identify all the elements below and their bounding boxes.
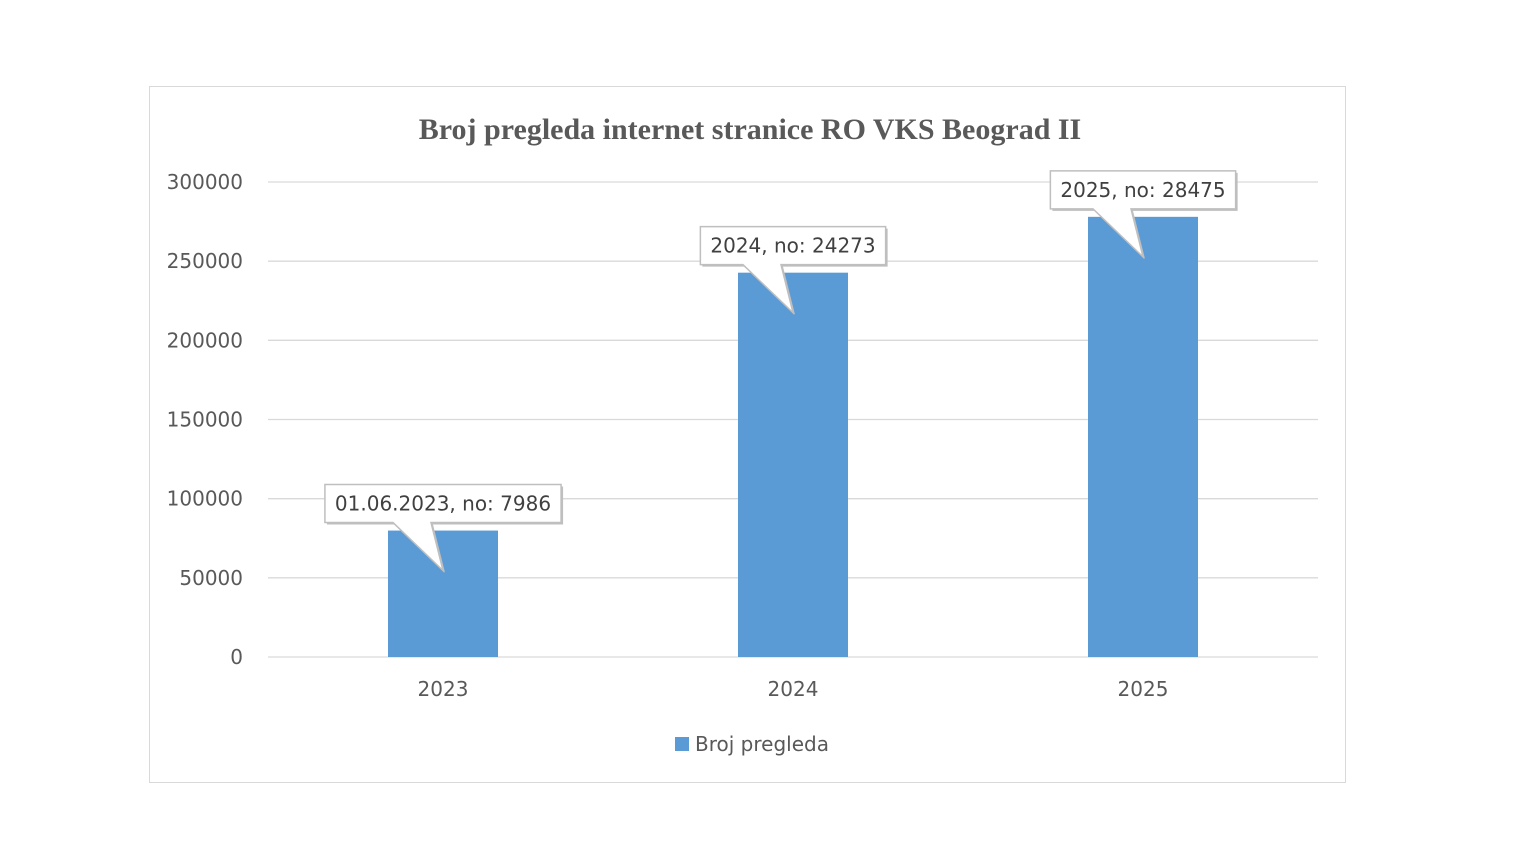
- data-label: 01.06.2023, no: 7986: [335, 492, 551, 516]
- legend-label: Broj pregleda: [695, 732, 829, 756]
- data-callout: 2024, no: 24273: [699, 225, 888, 316]
- legend-swatch: [675, 737, 689, 751]
- y-tick-label: 100000: [167, 487, 243, 511]
- bar: [388, 530, 498, 657]
- y-tick-label: 200000: [167, 328, 243, 352]
- x-tick-label: 2025: [1118, 677, 1169, 701]
- y-tick-label: 150000: [167, 408, 243, 432]
- bar: [1088, 216, 1198, 658]
- y-tick-label: 300000: [167, 170, 243, 194]
- callout-box: [1049, 170, 1237, 260]
- x-axis-ticks: 2023 2024 2025: [418, 677, 1169, 701]
- bar: [738, 272, 848, 657]
- legend: Broj pregleda: [675, 732, 829, 756]
- data-callout: 01.06.2023, no: 7986: [324, 483, 564, 573]
- y-tick-label: 250000: [167, 249, 243, 273]
- bars: [388, 216, 1198, 658]
- data-label: 2024, no: 24273: [710, 234, 875, 258]
- y-tick-label: 50000: [179, 566, 243, 590]
- data-label: 2025, no: 28475: [1060, 178, 1225, 202]
- callout-box: [699, 225, 887, 316]
- x-tick-label: 2024: [768, 677, 819, 701]
- bar-chart: Broj pregleda internet stranice RO VKS B…: [167, 113, 1318, 756]
- data-callout: 2025, no: 28475: [1049, 170, 1238, 260]
- y-axis-ticks: 0 50000 100000 150000 200000 250000 300000: [167, 170, 243, 669]
- data-callouts: 01.06.2023, no: 7986 2024, no: 24273 2025,…: [324, 170, 1238, 573]
- chart-frame: Broj pregleda internet stranice RO VKS B…: [149, 86, 1346, 783]
- chart-title: Broj pregleda internet stranice RO VKS B…: [419, 113, 1081, 146]
- callout-box: [324, 483, 562, 573]
- x-tick-label: 2023: [418, 677, 469, 701]
- y-tick-label: 0: [230, 645, 243, 669]
